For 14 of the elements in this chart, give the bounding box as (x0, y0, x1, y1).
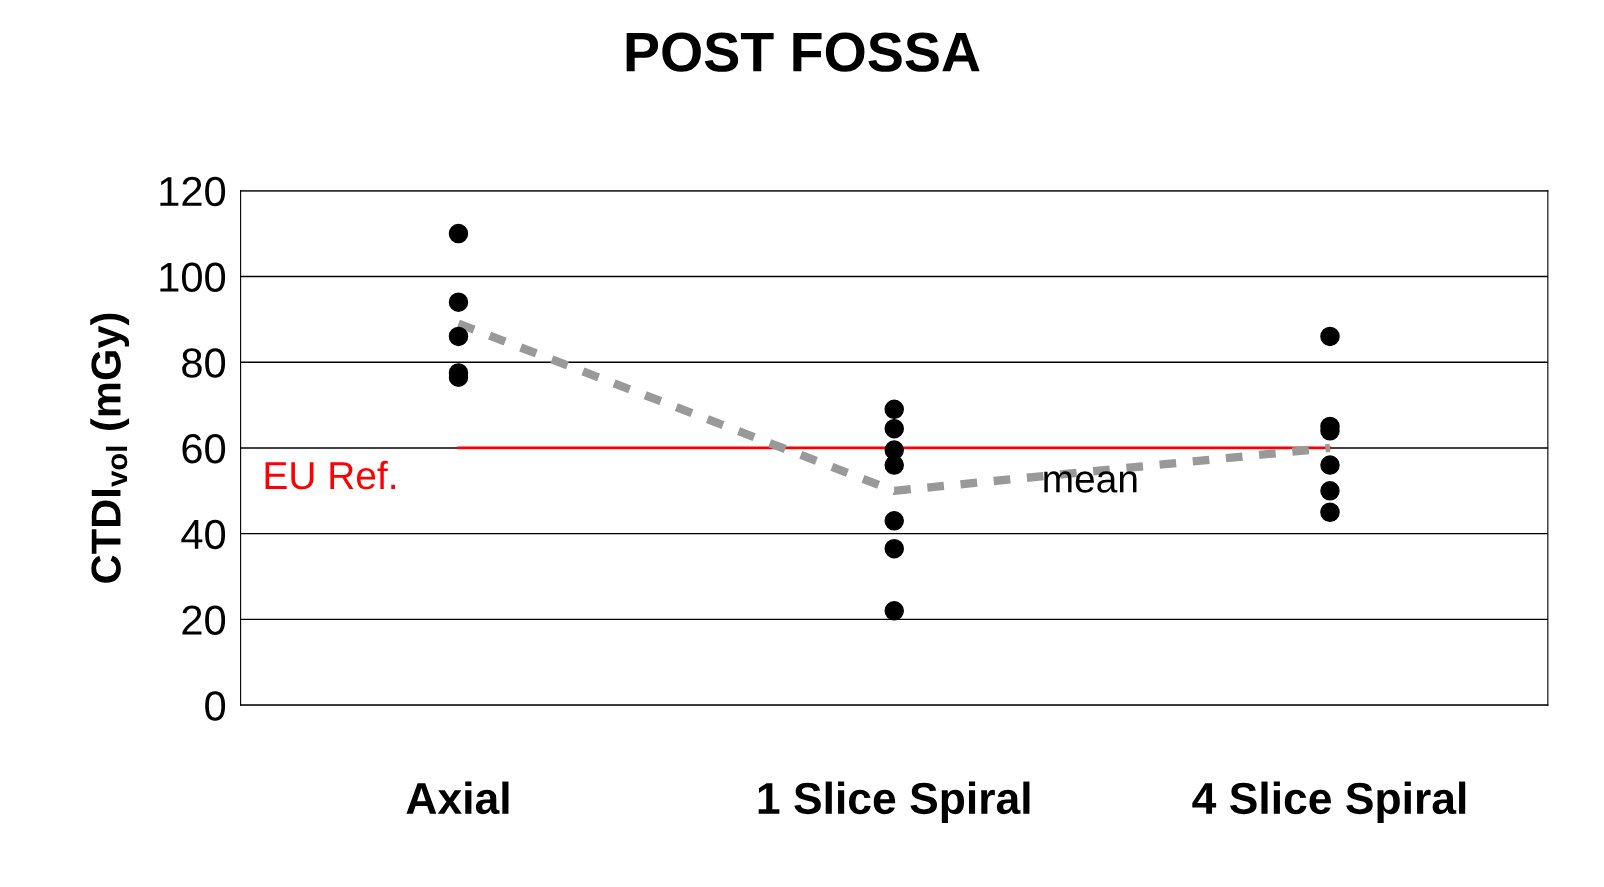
y-tick-label: 100 (160, 262, 226, 292)
x-tick-label: 1 Slice Spiral (758, 781, 1030, 823)
series-label: mean (1044, 471, 1137, 493)
x-tick-label: Axial (406, 781, 509, 815)
x-tick-label: 4 Slice Spiral (1192, 781, 1466, 823)
y-axis-title: CTDI$_{vol}$ (mGy) (90, 313, 130, 583)
chart-title: POST FOSSA (626, 32, 980, 72)
y-tick-label: 40 (181, 519, 226, 550)
y-tick-label: 0 (205, 691, 226, 721)
y-tick-label: 20 (182, 605, 226, 635)
y-tick-label: 120 (160, 176, 226, 207)
y-tick-label: 80 (182, 348, 226, 378)
ref-line-label: EU Ref. (265, 460, 395, 490)
y-tick-label: 60 (182, 433, 226, 464)
